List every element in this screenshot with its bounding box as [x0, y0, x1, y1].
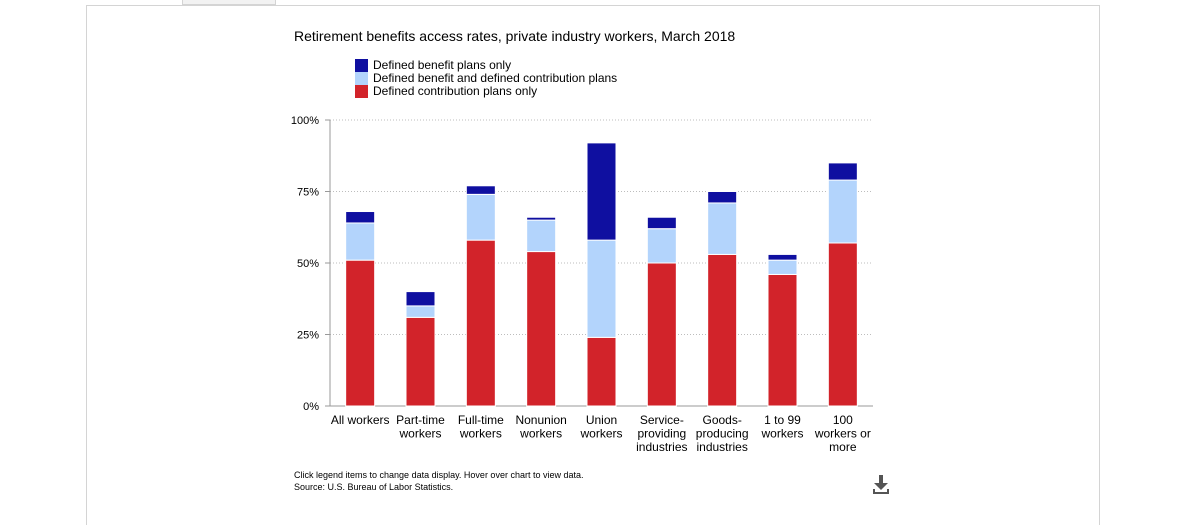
bar-segment[interactable]: [646, 228, 677, 264]
x-tick-label: Service-providing industries: [636, 413, 687, 454]
bar-segment[interactable]: [586, 142, 617, 241]
bar-segment[interactable]: [827, 179, 858, 244]
chart-instructions: Click legend items to change data displa…: [294, 470, 584, 480]
x-tick-label: Goods-producing industries: [696, 413, 749, 454]
legend-item[interactable]: Defined benefit and defined contribution…: [355, 72, 617, 85]
bar-segment[interactable]: [465, 239, 496, 407]
bar-segment[interactable]: [767, 259, 798, 275]
bar-segment[interactable]: [526, 219, 557, 253]
bar-segment[interactable]: [405, 305, 436, 318]
download-icon[interactable]: [870, 472, 892, 496]
legend-label: Defined benefit and defined contribution…: [373, 71, 618, 85]
bar-segment[interactable]: [465, 193, 496, 241]
bar-segment[interactable]: [707, 191, 738, 204]
legend-item[interactable]: Defined contribution plans only: [355, 85, 617, 98]
x-tick-label: All workers: [331, 413, 390, 427]
bar-chart[interactable]: 0% 25% 50% 75% 100% All workers Part-time worke…: [0, 0, 1192, 500]
bar-segment[interactable]: [405, 316, 436, 407]
y-tick-label: 0%: [303, 401, 319, 413]
bar-segment[interactable]: [526, 216, 557, 221]
y-tick-label: 100%: [291, 115, 319, 127]
y-tick-label: 25%: [297, 330, 319, 342]
bar-segment[interactable]: [405, 291, 436, 307]
y-tick-label: 75%: [297, 187, 319, 199]
chart-title: Retirement benefits access rates, privat…: [294, 28, 736, 44]
bar-segment[interactable]: [646, 262, 677, 407]
bar-segment[interactable]: [827, 242, 858, 407]
x-tick-label: Full-time workers: [458, 413, 504, 441]
chart-source: Source: U.S. Bureau of Labor Statistics.: [294, 482, 454, 492]
y-tick-label: 50%: [297, 258, 319, 270]
bar-segment[interactable]: [586, 336, 617, 407]
legend-swatch: [355, 59, 368, 72]
x-tick-label: 1 to 99 workers: [760, 413, 803, 441]
chart-frame: [86, 5, 1100, 525]
bar-segment[interactable]: [707, 202, 738, 255]
legend-item[interactable]: Defined benefit plans only: [355, 59, 617, 72]
bar-segment[interactable]: [827, 162, 858, 181]
legend-swatch: [355, 85, 368, 98]
chart-legend: Defined benefit plans only Defined benefi…: [355, 59, 617, 98]
bar-segment[interactable]: [646, 216, 677, 230]
tab-stub[interactable]: [182, 0, 276, 5]
legend-label: Defined benefit plans only: [373, 58, 512, 72]
bar-segment[interactable]: [345, 211, 376, 224]
bar-segment[interactable]: [465, 185, 496, 195]
bar-segment[interactable]: [345, 259, 376, 407]
bar-segment[interactable]: [707, 253, 738, 407]
x-tick-label: Part-time workers: [396, 413, 445, 441]
bar-segment[interactable]: [767, 253, 798, 261]
x-tick-label: 100 workers or more: [814, 413, 871, 454]
legend-swatch: [355, 72, 368, 85]
bar-segment[interactable]: [526, 251, 557, 407]
bar-segment[interactable]: [767, 273, 798, 407]
bar-segment[interactable]: [345, 222, 376, 261]
x-tick-label: Union workers: [579, 413, 622, 441]
x-tick-label: Nonunion workers: [515, 413, 566, 441]
legend-label: Defined contribution plans only: [373, 84, 538, 98]
bar-segment[interactable]: [586, 239, 617, 338]
